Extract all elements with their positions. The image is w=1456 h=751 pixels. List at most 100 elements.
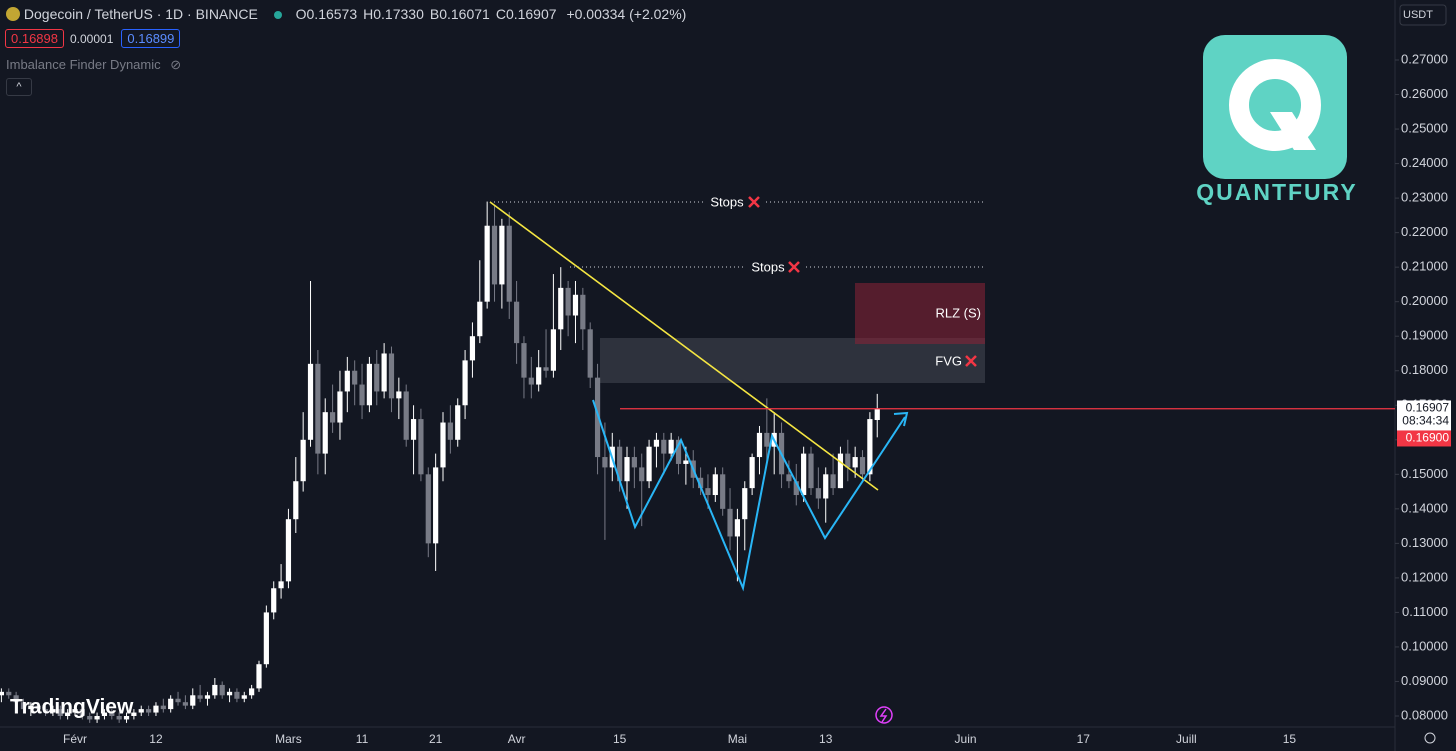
candle-body	[131, 712, 137, 716]
candle-body	[65, 712, 71, 716]
candle-body	[683, 460, 689, 464]
candle-body	[352, 370, 358, 385]
candle-body	[6, 691, 12, 696]
candle-body	[263, 612, 269, 665]
cross-icon	[965, 355, 977, 367]
ohlc-value: 0.16907	[505, 6, 557, 22]
candle-body	[764, 432, 770, 447]
y-tick-label: 0.27000	[1401, 51, 1448, 66]
candle-body	[322, 412, 328, 454]
candle-body	[197, 695, 203, 699]
candle-body	[550, 329, 556, 371]
candle-body	[388, 353, 395, 399]
candle-body	[425, 474, 431, 544]
candle-body	[639, 467, 645, 482]
candle-body	[35, 705, 41, 710]
candle-body	[42, 709, 49, 713]
candle-body	[226, 691, 233, 696]
candle-body	[558, 287, 564, 330]
candle-body	[837, 453, 844, 489]
candle-body	[617, 446, 623, 482]
bid[interactable]: 0.16898	[5, 29, 64, 48]
alert-tag-label: 0.16900	[1406, 431, 1450, 445]
event-icon	[875, 706, 893, 724]
candle-body	[271, 588, 277, 613]
candle-body	[874, 408, 880, 421]
y-tick-label: 0.21000	[1401, 259, 1448, 274]
candle-body	[594, 377, 601, 458]
candle-body	[653, 439, 660, 447]
x-tick-label: 15	[613, 732, 627, 746]
candle-body	[13, 695, 19, 703]
candle-body	[300, 439, 306, 482]
y-tick-label: 0.15000	[1401, 466, 1448, 481]
y-tick-label: 0.09000	[1401, 673, 1448, 688]
y-tick-label: 0.12000	[1401, 569, 1448, 584]
stops-label: Stops	[751, 259, 785, 274]
rlz-zone	[855, 283, 985, 344]
candle-body	[852, 457, 858, 468]
candle-body	[204, 695, 211, 699]
y-tick-label: 0.23000	[1401, 190, 1448, 205]
candle-body	[587, 329, 593, 378]
candle-body	[705, 488, 711, 496]
candle-body	[477, 301, 483, 337]
candle-body	[867, 419, 873, 475]
quote-boxes: 0.16898 0.00001 0.16899	[5, 29, 186, 48]
candle-body	[499, 225, 505, 285]
candle-body	[536, 367, 542, 385]
candle-body	[528, 377, 534, 385]
candle-body	[521, 343, 527, 378]
candle-body	[374, 363, 380, 392]
candle-body	[734, 519, 740, 537]
candle-body	[116, 716, 122, 720]
candle-body	[823, 474, 829, 499]
candle-body	[793, 481, 799, 496]
cross-icon	[748, 196, 760, 208]
y-tick-label: 0.19000	[1401, 328, 1448, 343]
collapse-button[interactable]: ^	[6, 78, 32, 96]
brand-logo: TradingView	[10, 696, 134, 719]
currency-box[interactable]	[1399, 4, 1447, 26]
candle-body	[160, 705, 166, 710]
ask[interactable]: 0.16899	[121, 29, 181, 48]
settings-icon[interactable]	[1424, 732, 1436, 744]
candle-body	[830, 474, 836, 489]
y-tick-label: 0.11000	[1402, 604, 1448, 619]
candle-body	[543, 367, 549, 371]
coin-icon	[6, 7, 20, 21]
candle-body	[514, 301, 520, 344]
x-tick-label: 13	[819, 732, 833, 746]
candle-body	[94, 716, 100, 720]
ohlc-key: O	[295, 6, 307, 22]
candle-body	[256, 664, 262, 689]
plot	[0, 201, 880, 723]
candle-body	[249, 688, 255, 696]
stops-label: Stops	[710, 194, 744, 209]
candle-body	[462, 360, 468, 406]
x-tick-label: Févr	[63, 732, 87, 746]
candle-body	[742, 488, 748, 520]
x-tick-label: Mars	[275, 732, 302, 746]
candle-body	[491, 225, 498, 285]
candle-body	[631, 457, 637, 468]
candle-body	[646, 446, 652, 482]
candle-body	[845, 453, 851, 468]
candle-body	[440, 422, 446, 468]
x-tick-label: 15	[1283, 732, 1297, 746]
y-tick-label: 0.18000	[1401, 362, 1448, 377]
candle-body	[712, 474, 718, 496]
y-tick-label: 0.14000	[1401, 500, 1448, 515]
candle-body	[396, 391, 402, 399]
candle-body	[366, 363, 372, 406]
candle-body	[484, 225, 490, 302]
candle-body	[403, 391, 409, 440]
candle-body	[381, 353, 387, 392]
candle-body	[190, 695, 196, 706]
logo-mark	[1229, 59, 1321, 151]
hide-icon[interactable]: ⊘	[170, 57, 182, 72]
x-tick-label: 11	[356, 732, 369, 746]
candle-body	[698, 477, 704, 489]
candle-body	[410, 419, 417, 440]
